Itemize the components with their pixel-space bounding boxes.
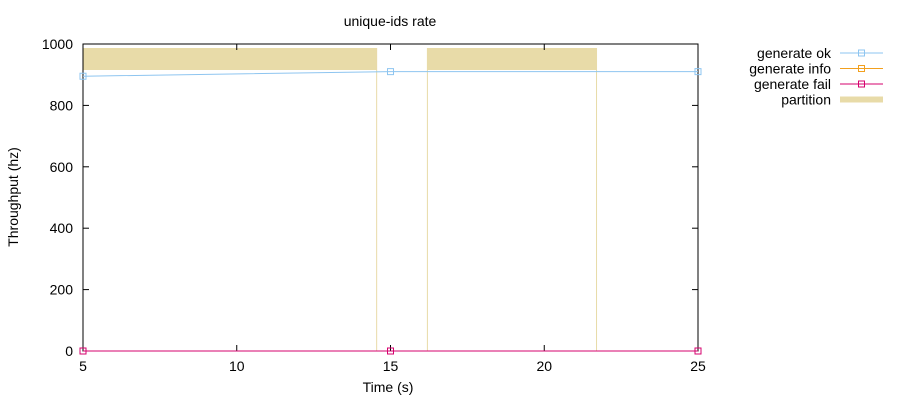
y-tick-label: 0	[65, 343, 73, 359]
legend-swatch-marker-1	[858, 49, 865, 57]
chart-title: unique-ids rate	[344, 13, 437, 29]
partition-band-1	[83, 48, 377, 70]
legend-label-1: generate ok	[757, 45, 832, 61]
y-tick-label: 1000	[42, 36, 73, 52]
series-3-point	[387, 347, 394, 355]
legend-label-2: generate info	[749, 61, 831, 77]
series-1-point	[694, 68, 702, 76]
y-tick-label: 800	[50, 97, 74, 113]
series-1-point	[79, 72, 87, 80]
x-tick-label: 15	[383, 358, 399, 374]
plot-frame	[82, 43, 699, 352]
legend-swatch-marker-2	[858, 65, 865, 72]
series-line-1	[82, 71, 698, 77]
x-tick-label: 20	[536, 358, 552, 374]
y-tick-label: 400	[50, 220, 74, 236]
series-3-point	[79, 347, 87, 355]
y-axis-label: Throughput (hz)	[5, 147, 21, 247]
x-axis-label: Time (s)	[363, 379, 414, 395]
legend-label-4: partition	[781, 92, 831, 108]
series-1-point	[387, 68, 394, 76]
legend-swatch-band	[840, 96, 883, 103]
y-tick-label: 600	[50, 159, 74, 175]
legend-swatch-marker-3	[858, 80, 865, 88]
legend-label-3: generate fail	[754, 76, 831, 92]
x-tick-label: 5	[79, 358, 87, 374]
x-tick-label: 10	[229, 358, 245, 374]
partition-band-2	[427, 48, 597, 70]
plot-area: 0 200 400 600 800 1000 5 10 15 20 25	[42, 36, 706, 374]
y-tick-label: 200	[50, 282, 74, 298]
x-tick-label: 25	[690, 358, 706, 374]
series-3-point	[694, 347, 702, 355]
